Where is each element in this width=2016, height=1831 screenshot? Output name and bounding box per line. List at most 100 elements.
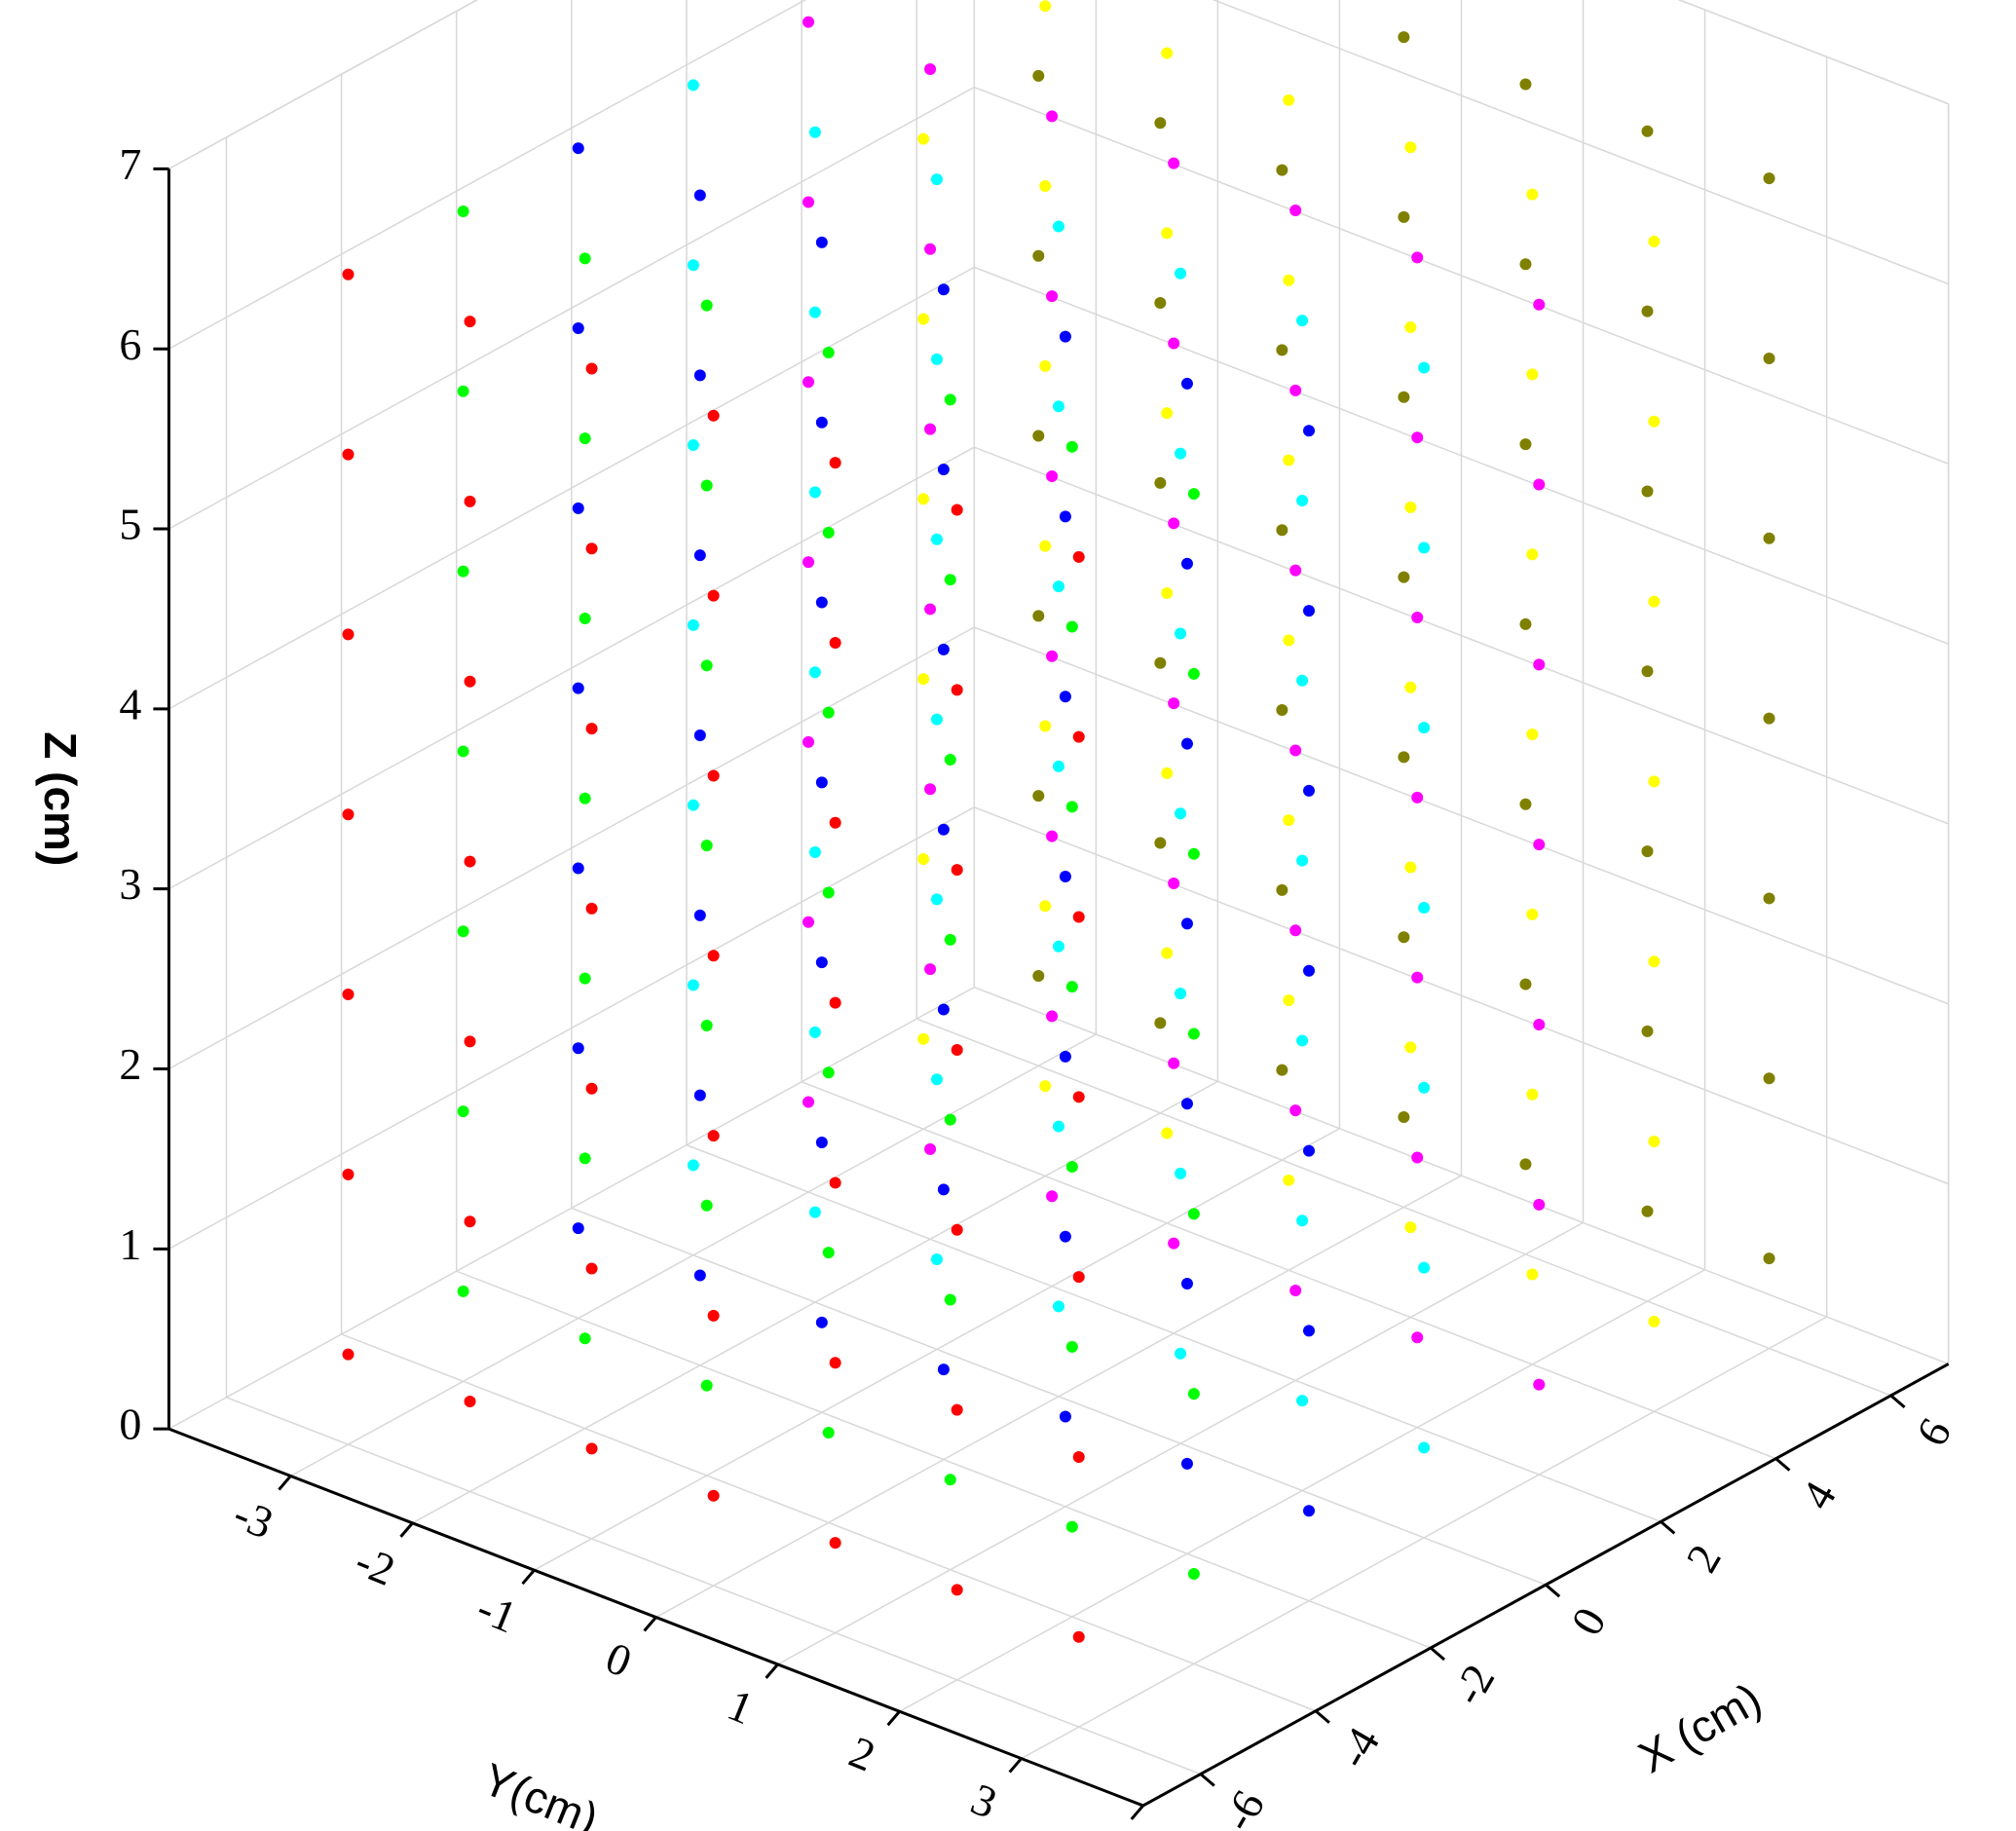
data-point	[1283, 993, 1295, 1006]
data-point	[1641, 1205, 1654, 1217]
data-point	[951, 1043, 963, 1056]
data-point	[1175, 807, 1187, 820]
data-point	[707, 1309, 720, 1322]
data-point	[1059, 871, 1071, 883]
data-point	[464, 1215, 476, 1228]
data-point	[808, 846, 821, 859]
data-point	[1398, 31, 1410, 44]
data-point	[1059, 1050, 1071, 1063]
data-point	[1032, 69, 1045, 82]
y-tick	[643, 1616, 657, 1632]
data-point	[1519, 438, 1532, 451]
data-point	[924, 423, 937, 435]
data-point	[937, 283, 950, 296]
data-point	[1763, 172, 1775, 185]
y-tick-label: -1	[470, 1583, 524, 1643]
data-point	[1418, 1441, 1431, 1454]
data-point	[1641, 305, 1654, 318]
data-point	[1411, 971, 1424, 984]
data-point	[829, 1357, 841, 1369]
x-tick	[1199, 1773, 1215, 1787]
data-point	[829, 1177, 841, 1189]
data-point	[687, 979, 699, 991]
data-point	[1763, 532, 1775, 544]
grid-line	[655, 1175, 1462, 1619]
data-point	[1398, 1111, 1410, 1124]
data-point	[1046, 1010, 1059, 1023]
data-point	[464, 855, 476, 868]
data-point	[1648, 775, 1661, 788]
data-point	[1398, 571, 1410, 583]
data-point	[1059, 510, 1071, 523]
data-point	[1059, 330, 1071, 343]
data-point	[1154, 656, 1167, 669]
data-point	[1418, 361, 1431, 374]
grid-line	[534, 1128, 1340, 1571]
data-point	[1283, 93, 1295, 106]
y-tick-label: -2	[349, 1535, 402, 1595]
y-tick	[278, 1475, 292, 1491]
data-point	[822, 1066, 835, 1079]
data-point	[1641, 1025, 1654, 1037]
data-point	[1519, 258, 1532, 271]
grid-line	[290, 1033, 1097, 1477]
data-point	[1533, 478, 1546, 491]
data-point	[1059, 1410, 1071, 1423]
data-point	[1161, 227, 1174, 240]
x-tick-label: 6	[1906, 1410, 1960, 1454]
data-point	[1404, 861, 1417, 874]
data-point	[1065, 440, 1078, 453]
data-point	[1418, 1261, 1431, 1274]
data-point	[803, 916, 815, 928]
z-tick-label: 4	[119, 679, 141, 729]
z-tick-label: 6	[119, 319, 141, 369]
z-tick-label: 2	[119, 1039, 141, 1089]
data-point	[1398, 751, 1410, 764]
data-point	[930, 173, 943, 186]
data-point	[930, 353, 943, 365]
data-point	[1168, 1057, 1180, 1069]
data-point	[457, 565, 469, 578]
data-point	[1283, 634, 1295, 647]
data-point	[1065, 1520, 1078, 1533]
data-point	[951, 1223, 963, 1236]
data-point	[1296, 674, 1309, 687]
data-point	[585, 542, 598, 555]
data-point	[1180, 737, 1193, 750]
grid-line	[168, 806, 975, 1250]
data-point	[1065, 801, 1078, 813]
data-point	[829, 996, 841, 1009]
data-point	[829, 636, 841, 649]
data-point	[1154, 1017, 1167, 1029]
data-point	[944, 1113, 956, 1126]
z-tick-label: 7	[119, 139, 141, 189]
data-point	[1039, 900, 1052, 913]
data-point	[1180, 377, 1193, 390]
grid-line	[168, 446, 975, 890]
data-point	[1187, 1388, 1200, 1401]
data-point	[1053, 1300, 1065, 1313]
data-point	[1053, 760, 1065, 772]
data-point	[1168, 517, 1180, 530]
grid-line	[974, 266, 1949, 645]
box-edge	[168, 0, 479, 170]
data-point	[1303, 1505, 1316, 1517]
data-point	[572, 502, 584, 514]
data-point	[1404, 1221, 1417, 1234]
data-point	[937, 1003, 950, 1016]
grid-line	[168, 987, 975, 1430]
data-point	[579, 1152, 591, 1165]
data-point	[585, 362, 598, 375]
x-tick	[1430, 1646, 1446, 1662]
data-point	[944, 754, 956, 766]
data-point	[1411, 431, 1424, 444]
data-point	[1187, 1567, 1200, 1580]
data-point	[917, 1032, 930, 1045]
data-point	[1187, 667, 1200, 680]
data-point	[457, 205, 469, 217]
data-point	[707, 589, 720, 602]
x-tick-label: -2	[1442, 1656, 1504, 1713]
data-point	[693, 189, 706, 202]
data-point	[572, 142, 584, 155]
